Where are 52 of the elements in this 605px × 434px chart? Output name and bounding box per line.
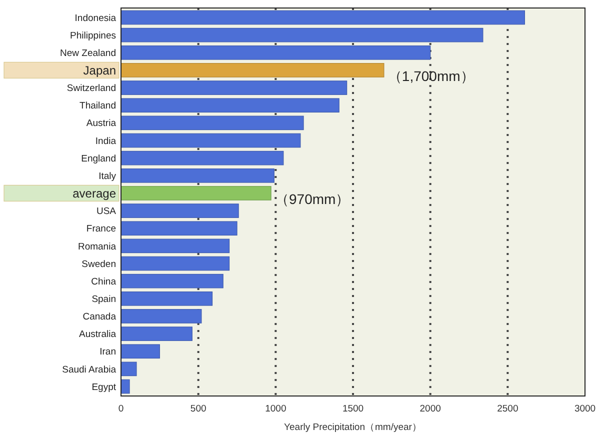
y-tick-label: average (72, 186, 116, 200)
bar (120, 291, 213, 306)
y-tick-label: Switzerland (66, 83, 116, 94)
bar (120, 204, 239, 218)
bar (120, 10, 525, 25)
y-tick-label: Australia (79, 329, 117, 340)
bar (120, 238, 230, 254)
bar (120, 28, 484, 42)
annotation: （1,700mm） (388, 68, 474, 84)
x-tick-label: 2500 (497, 404, 518, 415)
bar (120, 80, 348, 95)
y-tick-label: China (91, 276, 117, 288)
x-tick-label: 0 (118, 404, 124, 415)
y-tick-label: Austria (86, 118, 117, 130)
x-axis-title: Yearly Precipitation（mm/year） (284, 422, 422, 433)
bar (120, 98, 340, 113)
y-tick-label: India (95, 136, 117, 147)
y-tick-label: Iran (100, 346, 116, 358)
y-tick-label: England (81, 153, 116, 164)
x-tick-label: 1000 (265, 404, 286, 415)
y-tick-label: Spain (92, 294, 116, 305)
x-tick-label: 500 (190, 404, 206, 415)
y-tick-label: Sweden (82, 258, 116, 270)
y-tick-label: Egypt (92, 382, 116, 393)
y-tick-label: Romania (78, 241, 117, 252)
y-tick-label: Thailand (80, 100, 116, 112)
y-tick-label: Canada (82, 312, 117, 323)
bar (120, 274, 224, 288)
y-tick-label: Japan (83, 63, 116, 78)
x-tick-label: 3000 (574, 404, 596, 415)
bar (120, 45, 431, 60)
bar (120, 326, 192, 341)
bar (120, 309, 202, 324)
bar (120, 344, 160, 359)
bar (120, 362, 137, 376)
bar (120, 116, 304, 130)
y-tick-label: France (86, 224, 116, 235)
y-tick-label: USA (96, 206, 117, 218)
x-tick-label: 1500 (342, 404, 364, 415)
x-tick-label: 2000 (420, 404, 441, 415)
bar (120, 256, 230, 271)
y-tick-label: Italy (98, 170, 116, 182)
annotation: （970mm） (275, 191, 350, 208)
bar (120, 168, 274, 183)
bar (120, 379, 130, 394)
bar (120, 133, 301, 148)
bar (120, 150, 284, 166)
y-tick-label: Saudi Arabia (62, 364, 117, 376)
y-tick-label: New Zealand (60, 48, 116, 59)
bar (120, 221, 238, 236)
y-tick-label: Indonesia (74, 12, 117, 24)
y-tick-label: Philippines (70, 30, 116, 42)
